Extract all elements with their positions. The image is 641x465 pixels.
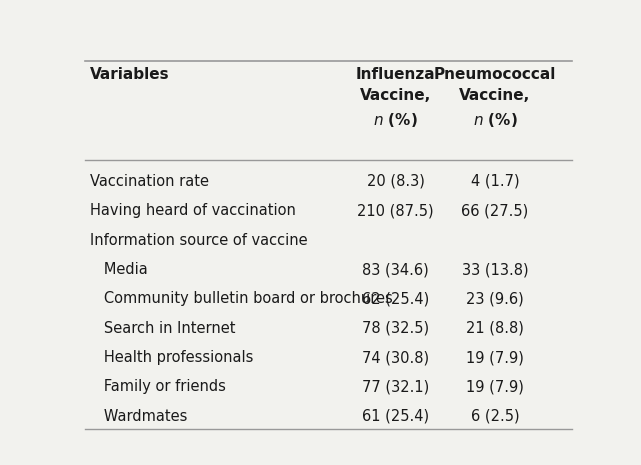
Text: 210 (87.5): 210 (87.5) [357, 203, 434, 218]
Text: 62 (25.4): 62 (25.4) [362, 292, 429, 306]
Text: 33 (13.8): 33 (13.8) [462, 262, 528, 277]
Text: 21 (8.8): 21 (8.8) [466, 321, 524, 336]
Text: Family or friends: Family or friends [90, 379, 226, 394]
Text: 6 (2.5): 6 (2.5) [470, 409, 519, 424]
Text: Wardmates: Wardmates [90, 409, 187, 424]
Text: 74 (30.8): 74 (30.8) [362, 350, 429, 365]
Text: 66 (27.5): 66 (27.5) [462, 203, 529, 218]
Text: 23 (9.6): 23 (9.6) [466, 292, 524, 306]
Text: 19 (7.9): 19 (7.9) [466, 379, 524, 394]
Text: Search in Internet: Search in Internet [90, 321, 235, 336]
Text: 77 (32.1): 77 (32.1) [362, 379, 429, 394]
Text: Media: Media [90, 262, 148, 277]
Text: Information source of vaccine: Information source of vaccine [90, 232, 308, 248]
Text: Community bulletin board or brochures: Community bulletin board or brochures [90, 292, 393, 306]
Text: Influenza
Vaccine,
$\mathit{n}$ (%): Influenza Vaccine, $\mathit{n}$ (%) [356, 66, 435, 129]
Text: Variables: Variables [90, 66, 170, 81]
Text: 83 (34.6): 83 (34.6) [362, 262, 429, 277]
Text: Vaccination rate: Vaccination rate [90, 174, 209, 189]
Text: 4 (1.7): 4 (1.7) [470, 174, 519, 189]
Text: 78 (32.5): 78 (32.5) [362, 321, 429, 336]
Text: Having heard of vaccination: Having heard of vaccination [90, 203, 296, 218]
Text: Health professionals: Health professionals [90, 350, 253, 365]
Text: Pneumococcal
Vaccine,
$\mathit{n}$ (%): Pneumococcal Vaccine, $\mathit{n}$ (%) [434, 66, 556, 129]
Text: 20 (8.3): 20 (8.3) [367, 174, 424, 189]
Text: 61 (25.4): 61 (25.4) [362, 409, 429, 424]
Text: 19 (7.9): 19 (7.9) [466, 350, 524, 365]
